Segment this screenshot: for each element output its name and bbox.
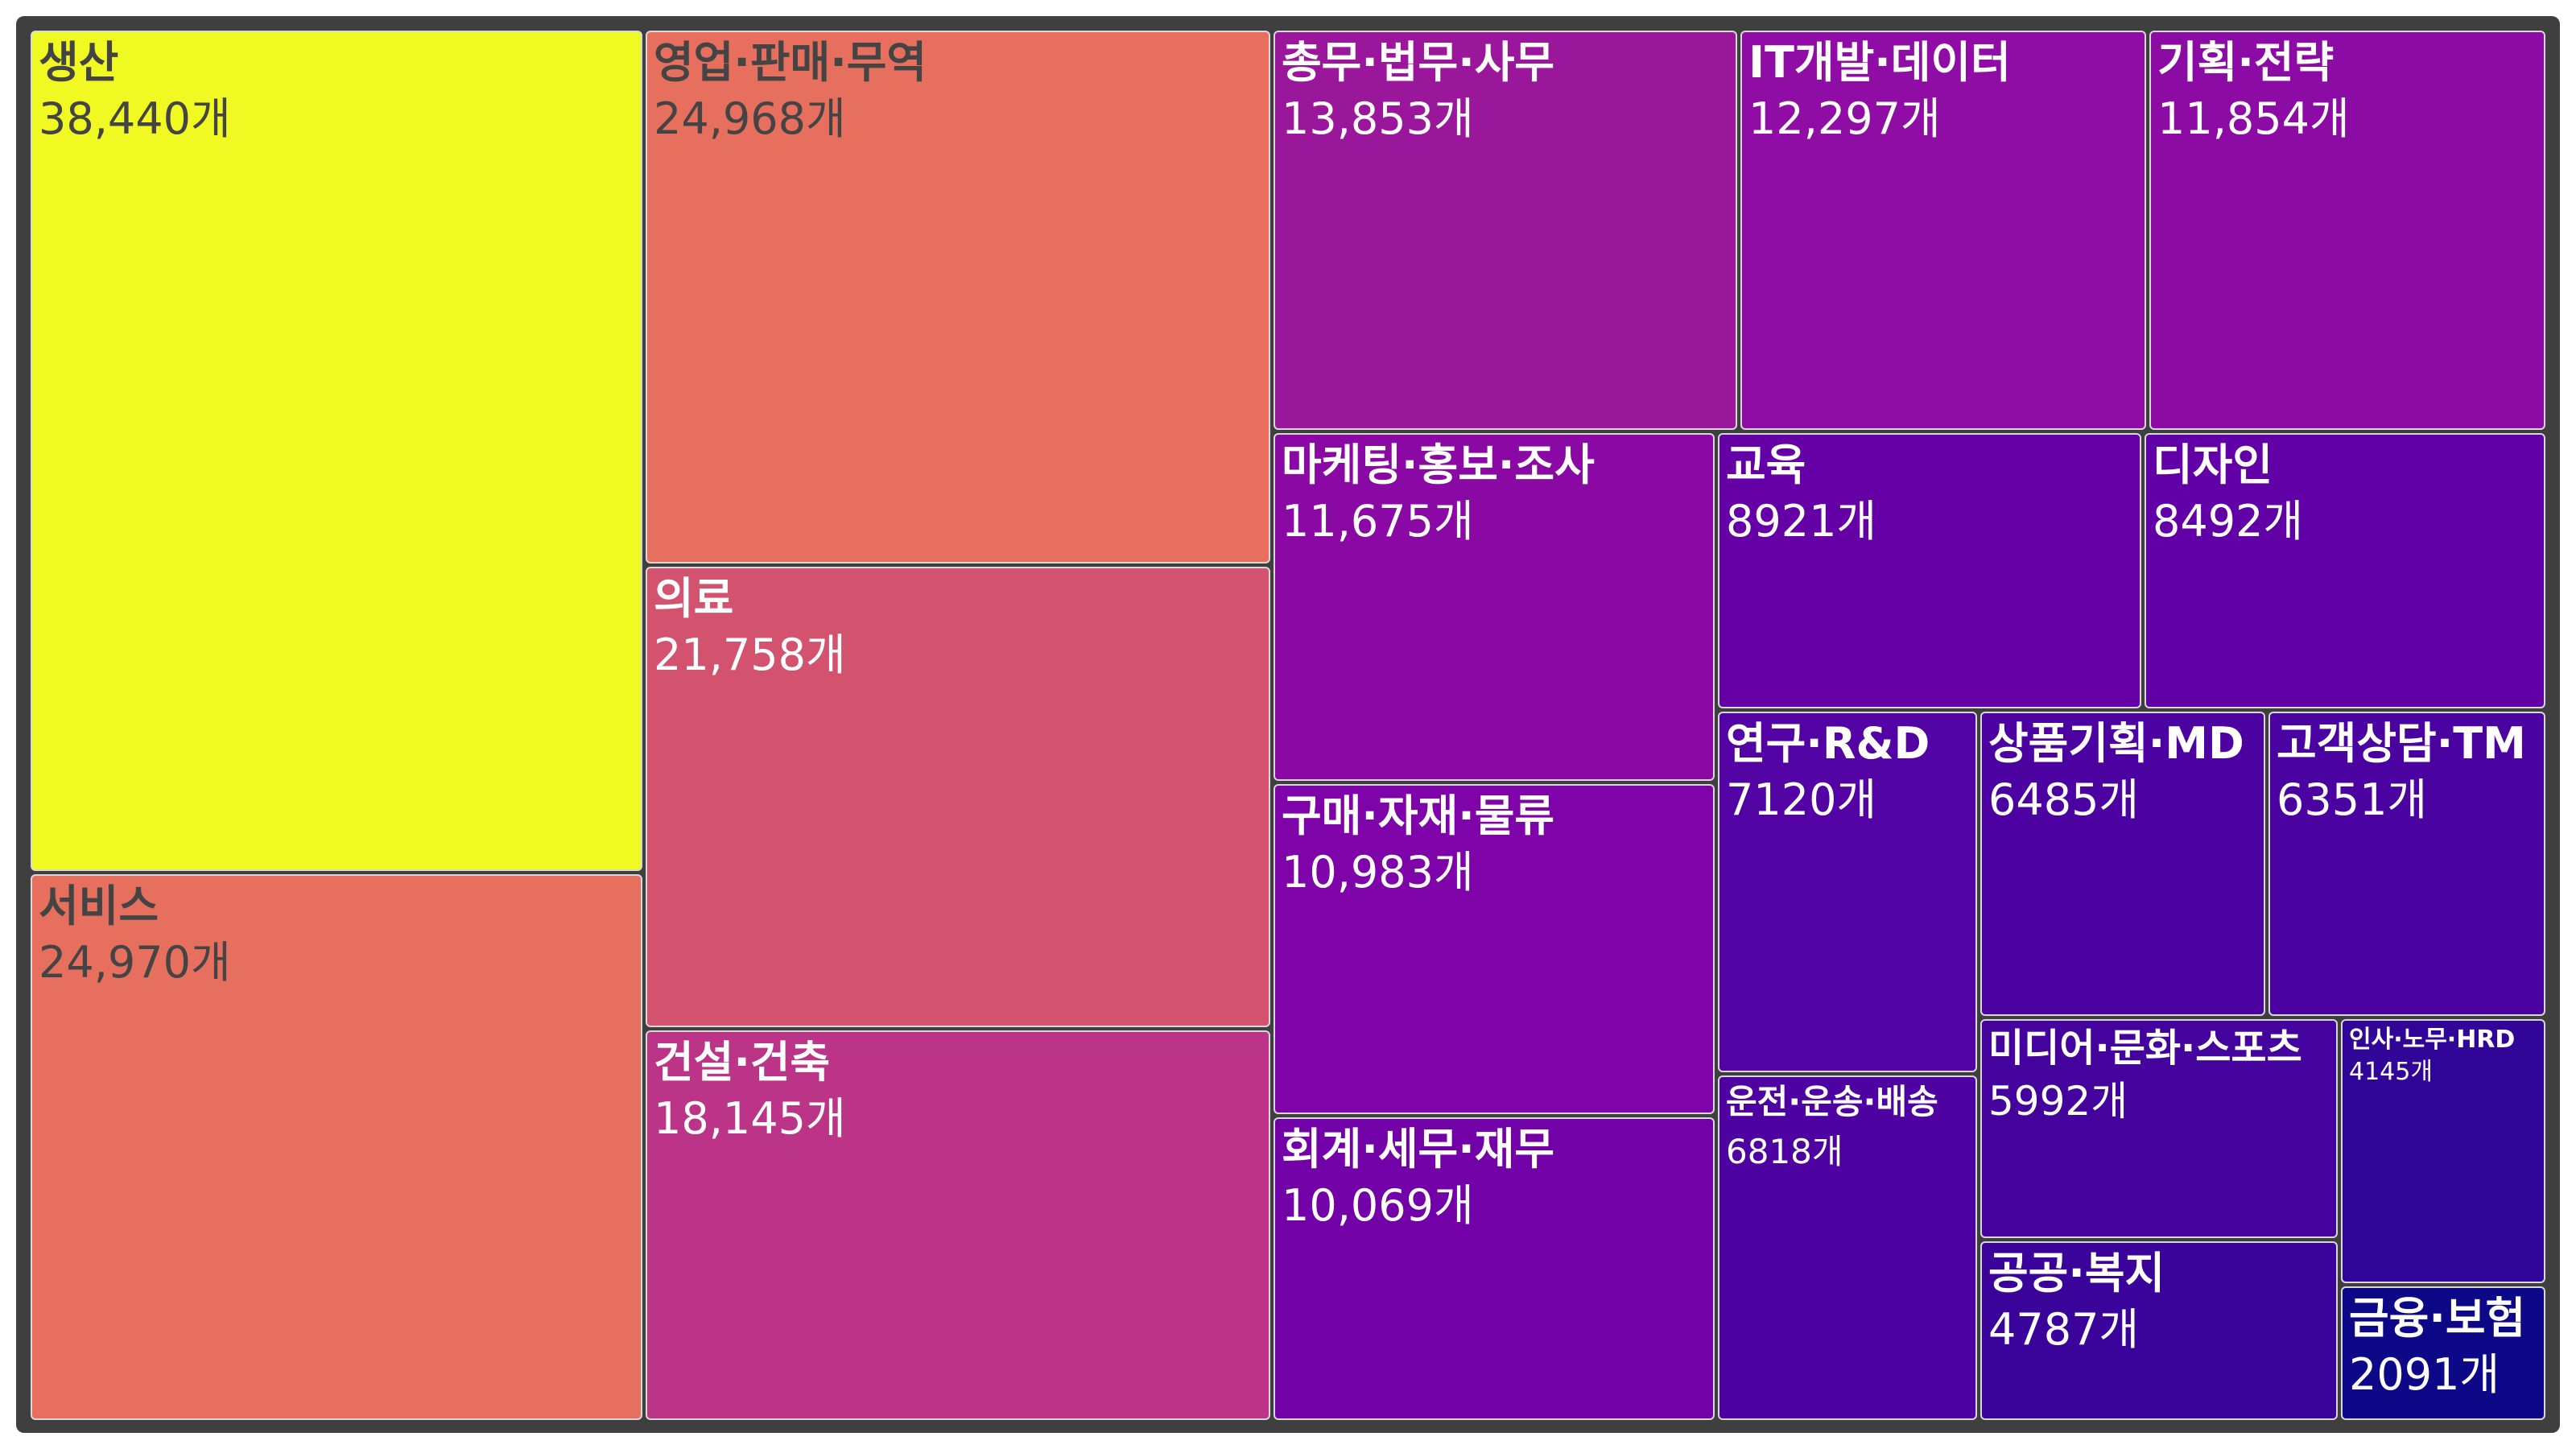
- tile-label: 연구·R&D: [1726, 718, 1930, 769]
- tile-value: 13,853개: [1282, 93, 1474, 144]
- tile-value: 10,069개: [1282, 1180, 1474, 1231]
- tile-label: 생산: [39, 37, 119, 88]
- tile-label: 인사·노무·HRD: [2349, 1026, 2516, 1054]
- treemap-tile[interactable]: 기획·전략 11,854개: [2149, 31, 2545, 430]
- treemap-tile[interactable]: 금융·보험 2091개: [2341, 1286, 2545, 1420]
- treemap-tile[interactable]: 건설·건축 18,145개: [646, 1030, 1270, 1420]
- treemap-tile[interactable]: IT개발·데이터 12,297개: [1740, 31, 2146, 430]
- tile-value: 8492개: [2153, 496, 2304, 547]
- tile-label: 미디어·문화·스포츠: [1988, 1026, 2302, 1071]
- tile-value: 6818개: [1726, 1132, 1843, 1171]
- tile-label: 회계·세무·재무: [1282, 1124, 1555, 1174]
- treemap-tile[interactable]: 디자인 8492개: [2145, 433, 2545, 708]
- tile-label: 공공·복지: [1988, 1248, 2165, 1298]
- tile-value: 10,983개: [1282, 847, 1474, 898]
- treemap-tile[interactable]: 교육 8921개: [1718, 433, 2141, 708]
- treemap-tile[interactable]: 서비스 24,970개: [31, 874, 642, 1420]
- treemap-tile[interactable]: 공공·복지 4787개: [1980, 1241, 2338, 1420]
- treemap-tile[interactable]: 의료 21,758개: [646, 567, 1270, 1027]
- tile-label: 디자인: [2153, 440, 2273, 490]
- tile-value: 24,968개: [654, 93, 846, 144]
- tile-value: 4787개: [1988, 1304, 2140, 1355]
- tile-value: 18,145개: [654, 1093, 846, 1144]
- tile-value: 6485개: [1988, 774, 2140, 825]
- tile-label: 건설·건축: [654, 1037, 831, 1088]
- tile-value: 24,970개: [39, 937, 231, 988]
- treemap-tile[interactable]: 고객상담·TM 6351개: [2268, 712, 2545, 1016]
- tile-label: 기획·전략: [2157, 37, 2334, 88]
- tile-value: 7120개: [1726, 774, 1877, 825]
- tile-label: 영업·판매·무역: [654, 37, 927, 88]
- treemap-tile[interactable]: 회계·세무·재무 10,069개: [1274, 1117, 1715, 1420]
- tile-label: 구매·자재·물류: [1282, 791, 1555, 841]
- tile-label: 마케팅·홍보·조사: [1282, 440, 1595, 490]
- tile-label: 상품기획·MD: [1988, 718, 2244, 769]
- tile-label: 운전·운송·배송: [1726, 1082, 1938, 1121]
- treemap-tile[interactable]: 총무·법무·사무 13,853개: [1274, 31, 1737, 430]
- tile-label: IT개발·데이터: [1748, 37, 2011, 88]
- tile-value: 6351개: [2277, 774, 2428, 825]
- tile-label: 의료: [654, 573, 734, 624]
- treemap-tile[interactable]: 미디어·문화·스포츠 5992개: [1980, 1019, 2338, 1238]
- treemap-tile[interactable]: 운전·운송·배송 6818개: [1718, 1075, 1977, 1420]
- tile-value: 11,675개: [1282, 496, 1474, 547]
- tile-label: 교육: [1726, 440, 1806, 490]
- tile-value: 11,854개: [2157, 93, 2350, 144]
- tile-value: 8921개: [1726, 496, 1877, 547]
- tile-label: 고객상담·TM: [2277, 718, 2526, 769]
- tile-label: 금융·보험: [2349, 1293, 2526, 1344]
- treemap-tile[interactable]: 생산 38,440개: [31, 31, 642, 871]
- treemap-tile[interactable]: 상품기획·MD 6485개: [1980, 712, 2265, 1016]
- treemap-tile[interactable]: 연구·R&D 7120개: [1718, 712, 1977, 1072]
- tile-value: 12,297개: [1748, 93, 1941, 144]
- tile-value: 2091개: [2349, 1349, 2500, 1400]
- tile-value: 5992개: [1988, 1078, 2128, 1125]
- tile-label: 서비스: [39, 881, 159, 931]
- tile-value: 21,758개: [654, 630, 846, 680]
- treemap-tile[interactable]: 영업·판매·무역 24,968개: [646, 31, 1270, 564]
- tile-value: 4145개: [2349, 1058, 2433, 1086]
- tile-label: 총무·법무·사무: [1282, 37, 1555, 88]
- treemap-tile[interactable]: 구매·자재·물류 10,983개: [1274, 784, 1715, 1114]
- treemap-tile[interactable]: 마케팅·홍보·조사 11,675개: [1274, 433, 1715, 781]
- tile-value: 38,440개: [39, 93, 231, 144]
- treemap-tile[interactable]: 인사·노무·HRD 4145개: [2341, 1019, 2545, 1283]
